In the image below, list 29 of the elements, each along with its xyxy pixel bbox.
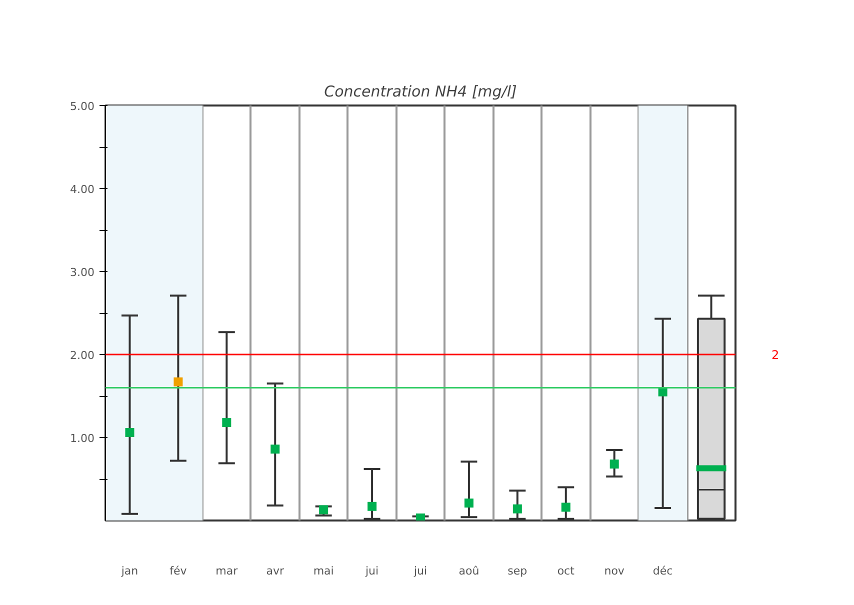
point [270, 444, 280, 454]
point [464, 498, 474, 508]
point [319, 505, 328, 514]
x-tick-label: mar [216, 564, 238, 578]
point [561, 502, 570, 512]
x-tick-label: sep [508, 564, 528, 578]
x-tick-label: nov [604, 564, 625, 578]
x-tick-label: avr [266, 564, 284, 578]
y-tick-label: 3.00 [70, 266, 95, 279]
x-tick-label: mai [313, 564, 334, 578]
x-tick-label: déc [652, 564, 673, 578]
point [222, 418, 232, 428]
x-tick-label: jui [364, 564, 379, 578]
x-tick-label: jui [412, 564, 428, 578]
point [512, 504, 522, 514]
chart-title: Concentration NH4 [mg/l] [324, 82, 518, 100]
y-tick-label: 5.00 [70, 100, 95, 113]
y-tick-label: 2.00 [70, 349, 95, 362]
y-tick-label: 1.00 [70, 432, 95, 445]
point [368, 502, 377, 511]
x-tick-label: jan [120, 564, 138, 578]
point [174, 377, 183, 386]
ref-line-label: 2 [772, 348, 780, 362]
x-tick-label: oct [557, 564, 576, 578]
point [610, 460, 619, 469]
point [125, 428, 134, 438]
x-tick-label: aoû [458, 564, 480, 578]
y-tick-label: 4.00 [70, 183, 95, 196]
x-tick-label: fév [170, 564, 188, 578]
